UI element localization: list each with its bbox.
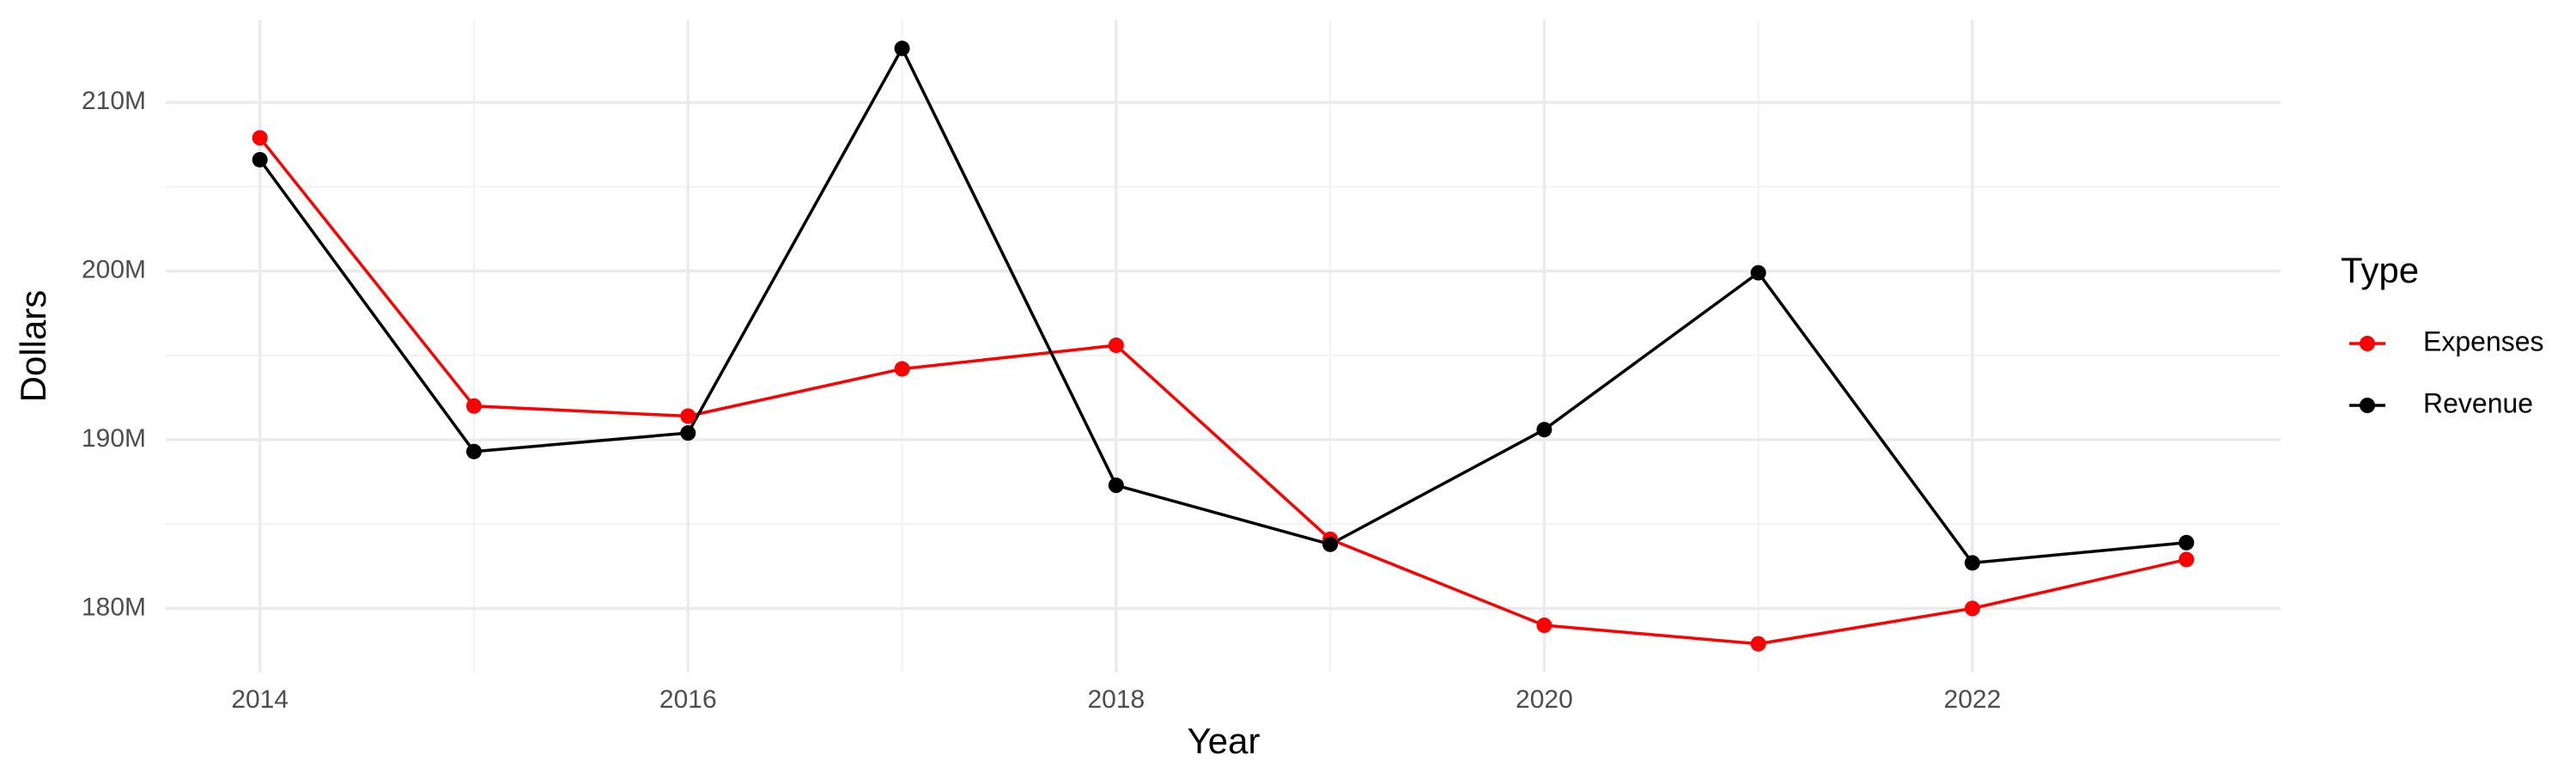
data-point <box>252 151 268 167</box>
data-point <box>680 408 696 424</box>
y-tick-label: 200M <box>82 256 146 284</box>
data-point <box>1322 536 1339 552</box>
data-point <box>1108 478 1124 494</box>
x-tick-label: 2022 <box>1944 685 2002 714</box>
legend-key-point <box>2360 336 2375 351</box>
y-tick-label: 210M <box>82 87 146 115</box>
data-point <box>1965 555 1981 571</box>
data-point <box>1750 265 1766 281</box>
legend-label: Expenses <box>2423 326 2544 356</box>
data-point <box>1536 618 1552 634</box>
series-line <box>258 137 2187 646</box>
x-tick-label: 2016 <box>659 685 717 714</box>
x-tick-label: 2014 <box>231 685 289 714</box>
legend-title: Type <box>2341 250 2419 290</box>
plot-marks <box>252 40 2195 652</box>
x-tick-label: 2020 <box>1516 685 1573 714</box>
data-point <box>894 40 910 57</box>
y-tick-label: 180M <box>82 593 146 621</box>
x-tick-label: 2018 <box>1087 685 1145 714</box>
grid <box>166 20 2281 673</box>
data-point <box>2178 534 2195 551</box>
data-point <box>1536 422 1552 438</box>
data-point <box>1750 636 1766 652</box>
series-line <box>258 46 2187 565</box>
data-point <box>1965 600 1981 617</box>
legend-key-point <box>2360 398 2375 413</box>
y-axis-title: Dollars <box>13 290 53 403</box>
data-point <box>894 361 910 377</box>
data-point <box>465 443 482 460</box>
data-point <box>252 130 268 146</box>
x-axis-title: Year <box>1188 721 1261 761</box>
data-point <box>465 398 482 414</box>
data-point <box>680 425 696 441</box>
legend-label: Revenue <box>2423 387 2533 418</box>
data-point <box>2178 551 2195 568</box>
y-tick-label: 190M <box>82 424 146 453</box>
data-point <box>1108 338 1124 354</box>
